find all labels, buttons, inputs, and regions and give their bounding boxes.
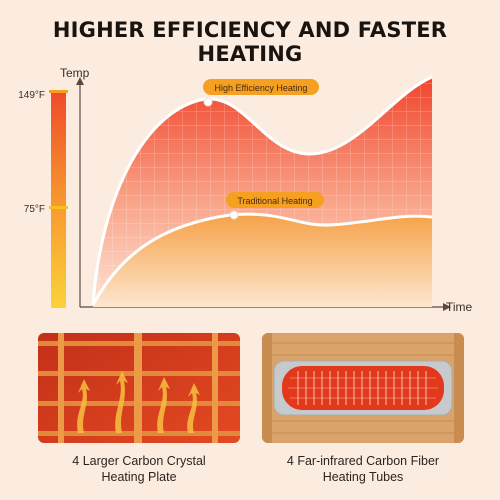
headline: HIGHER EFFICIENCY AND FASTER HEATING bbox=[52, 18, 448, 66]
chart-svg: 149°F 75°F Temp Time High Efficiency Hea… bbox=[18, 66, 473, 314]
high-efficiency-curve bbox=[91, 75, 433, 306]
feature-caption-fiber-line1: 4 Far-infrared Carbon Fiber bbox=[286, 454, 440, 468]
traditional-area bbox=[93, 214, 432, 307]
traditional-marker bbox=[229, 210, 239, 220]
feature-caption-crystal-line1: 4 Larger Carbon Crystal bbox=[72, 454, 206, 468]
feature-caption-fiber-line2: Heating Tubes bbox=[322, 470, 404, 484]
carbon-crystal-heater-photo bbox=[38, 333, 240, 443]
y-axis-label: Temp bbox=[60, 66, 90, 80]
y-axis-arrow bbox=[76, 77, 84, 85]
traditional-pill bbox=[226, 192, 324, 208]
carbon-fiber-tube-photo bbox=[262, 333, 464, 443]
feature-caption-crystal-line2: Heating Plate bbox=[101, 470, 177, 484]
feature-caption-fiber: 4 Far-infrared Carbon Fiber Heating Tube… bbox=[253, 453, 473, 485]
thermo-top-label: 149°F bbox=[18, 90, 45, 101]
high-efficiency-label: High Efficiency Heating bbox=[215, 83, 308, 93]
thermo-mid-marker bbox=[49, 206, 68, 209]
feature-caption-crystal: 4 Larger Carbon Crystal Heating Plate bbox=[29, 453, 249, 485]
traditional-label: Traditional Heating bbox=[237, 196, 312, 206]
heating-comparison-chart: 149°F 75°F Temp Time High Efficiency Hea… bbox=[0, 55, 500, 325]
high-efficiency-marker bbox=[203, 97, 213, 107]
thermo-mid-label: 75°F bbox=[24, 204, 45, 215]
high-efficiency-pill bbox=[203, 79, 319, 95]
temperature-scale-bar bbox=[51, 90, 66, 308]
traditional-curve bbox=[91, 212, 433, 306]
x-axis-label: Time bbox=[446, 300, 473, 314]
x-axis-arrow bbox=[443, 303, 451, 311]
thermo-top-marker bbox=[49, 90, 68, 93]
